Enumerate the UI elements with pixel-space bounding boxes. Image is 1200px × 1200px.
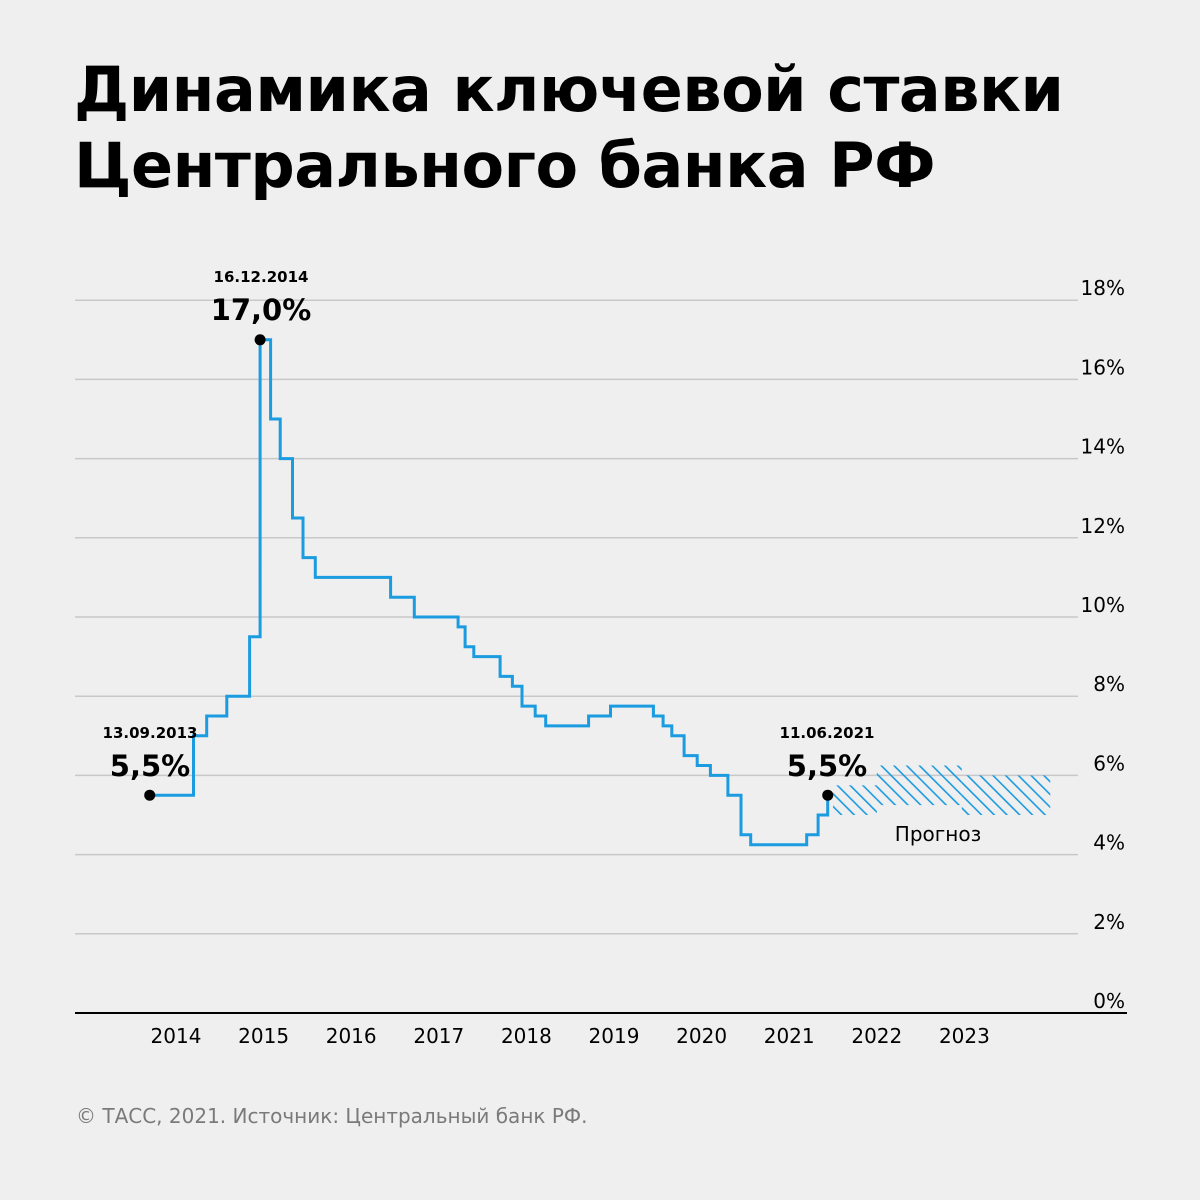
annotation-start-value: 5,5% [110,749,190,783]
chart-title: Динамика ключевой ставки Центрального ба… [74,52,1154,204]
x-tick-label: 2023 [939,1024,990,1048]
annotation-peak-value: 17,0% [211,293,312,327]
y-tick-label: 18% [1081,276,1125,300]
y-tick-label: 4% [1093,831,1125,855]
y-tick-label: 16% [1081,355,1125,379]
source-footer: © ТАСС, 2021. Источник: Центральный банк… [76,1104,588,1128]
x-tick-label: 2020 [676,1024,727,1048]
annotation-latest-value: 5,5% [787,749,867,783]
x-tick-label: 2021 [764,1024,815,1048]
x-tick-label: 2018 [501,1024,552,1048]
series [149,338,833,847]
y-tick-label: 12% [1081,514,1125,538]
y-tick-label: 14% [1081,435,1125,459]
x-tick-label: 2015 [238,1024,289,1048]
y-axis-ticks: 0% 2% 4% 6% 8% 10% 12% 14% 16% 18% [1081,276,1125,1013]
forecast-band-1 [833,785,877,815]
forecast-band-2 [876,765,962,806]
y-tick-label: 0% [1093,989,1125,1013]
grid [75,299,1078,935]
annotation-latest-point [822,789,834,801]
y-tick-label: 10% [1081,593,1125,617]
x-tick-label: 2016 [326,1024,377,1048]
y-tick-label: 6% [1093,751,1125,775]
annotations: 13.09.2013 5,5% 16.12.2014 17,0% 11.06.2… [103,268,875,801]
annotation-start-date: 13.09.2013 [103,724,198,742]
x-axis-ticks: 2014 2015 2016 2017 2018 2019 2020 2021 2022 2023 [151,1024,990,1048]
annotation-peak: 16.12.2014 17,0% [211,268,312,346]
annotation-peak-date: 16.12.2014 [214,268,309,286]
x-tick-label: 2022 [851,1024,902,1048]
x-tick-label: 2019 [589,1024,640,1048]
x-tick-label: 2017 [413,1024,464,1048]
annotation-peak-point [254,334,266,346]
rate-series-line [149,338,833,847]
annotation-start: 13.09.2013 5,5% [103,724,198,801]
annotation-start-point [144,789,156,801]
annotation-latest-date: 11.06.2021 [780,724,875,742]
forecast-label: Прогноз [895,822,981,846]
chart-title-line-1: Динамика ключевой ставки [74,53,1064,126]
forecast-area: Прогноз [833,765,1051,846]
chart-title-line-2: Центрального банка РФ [74,129,936,202]
x-tick-label: 2014 [151,1024,202,1048]
y-tick-label: 2% [1093,910,1125,934]
forecast-band-3 [961,775,1051,815]
y-tick-label: 8% [1093,672,1125,696]
annotation-latest: 11.06.2021 5,5% [780,724,875,801]
